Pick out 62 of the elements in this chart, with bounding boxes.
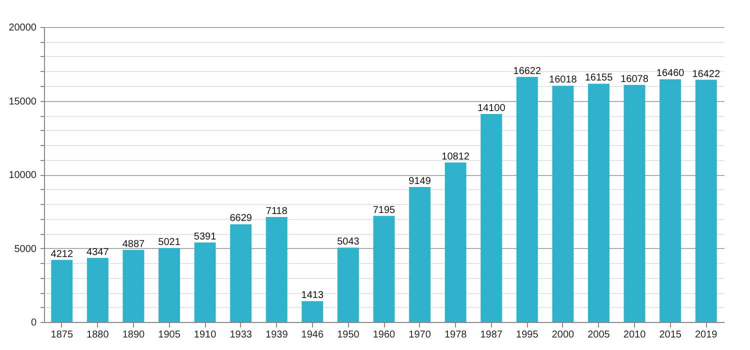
x-tick-label: 1933 [230,330,252,340]
x-tick-label: 1890 [122,330,146,340]
bar [552,86,574,322]
bar [409,187,431,322]
x-tick-label: 2015 [659,330,682,340]
bar [624,84,646,322]
bar [480,114,502,322]
data-label: 5391 [194,231,217,242]
data-label: 14100 [477,103,506,114]
bar [266,217,288,322]
data-label: 4347 [86,246,110,258]
x-tick-label: 1995 [516,330,539,340]
bar [230,224,252,322]
x-tick-label: 2005 [588,330,610,340]
data-label: 1413 [301,290,324,302]
data-label: 16460 [656,68,685,80]
x-tick-label: 1946 [301,330,324,340]
bar [444,162,466,322]
x-tick-label: 2019 [694,330,718,340]
data-label: 6629 [230,213,252,224]
x-tick-label: 1950 [337,330,360,340]
y-tick-label: 10000 [8,170,37,181]
data-label: 5021 [158,236,181,248]
data-label: 5043 [337,236,360,248]
x-tick-label: 1970 [408,330,432,340]
data-label: 16018 [549,74,578,86]
x-tick-label: 1880 [86,330,110,340]
bar [122,250,144,322]
data-label: 7118 [266,206,288,218]
y-tick-label: 20000 [8,22,37,34]
data-label: 9149 [408,176,432,188]
data-label: 10812 [442,152,470,163]
bar [194,242,216,322]
bar [695,80,717,322]
bar [660,79,682,322]
x-tick-label: 1960 [372,330,396,340]
y-tick-label: 0 [30,318,37,328]
data-label: 4887 [122,238,146,250]
x-tick-label: 1978 [444,330,468,340]
bar [337,248,359,322]
bar [51,260,73,322]
data-label: 16155 [584,72,614,84]
bar [86,258,108,322]
x-tick-label: 2010 [623,330,646,340]
x-tick-label: 1987 [480,330,503,340]
bar [158,248,180,322]
x-tick-label: 1905 [158,330,181,340]
bar [588,84,610,322]
x-tick-label: 2000 [552,330,575,340]
bar [373,216,395,322]
x-tick-label: 1939 [266,330,288,340]
bar [516,76,538,322]
x-tick-label: 1910 [194,330,217,340]
x-tick-label: 1875 [50,330,74,340]
bar [302,301,324,322]
y-tick-label: 15000 [8,96,37,108]
y-tick-label: 5000 [14,244,37,255]
data-label: 16622 [513,66,542,77]
data-label: 16078 [620,74,649,85]
data-label: 7195 [372,204,396,216]
data-label: 4212 [50,248,74,260]
data-label: 16422 [692,68,720,80]
